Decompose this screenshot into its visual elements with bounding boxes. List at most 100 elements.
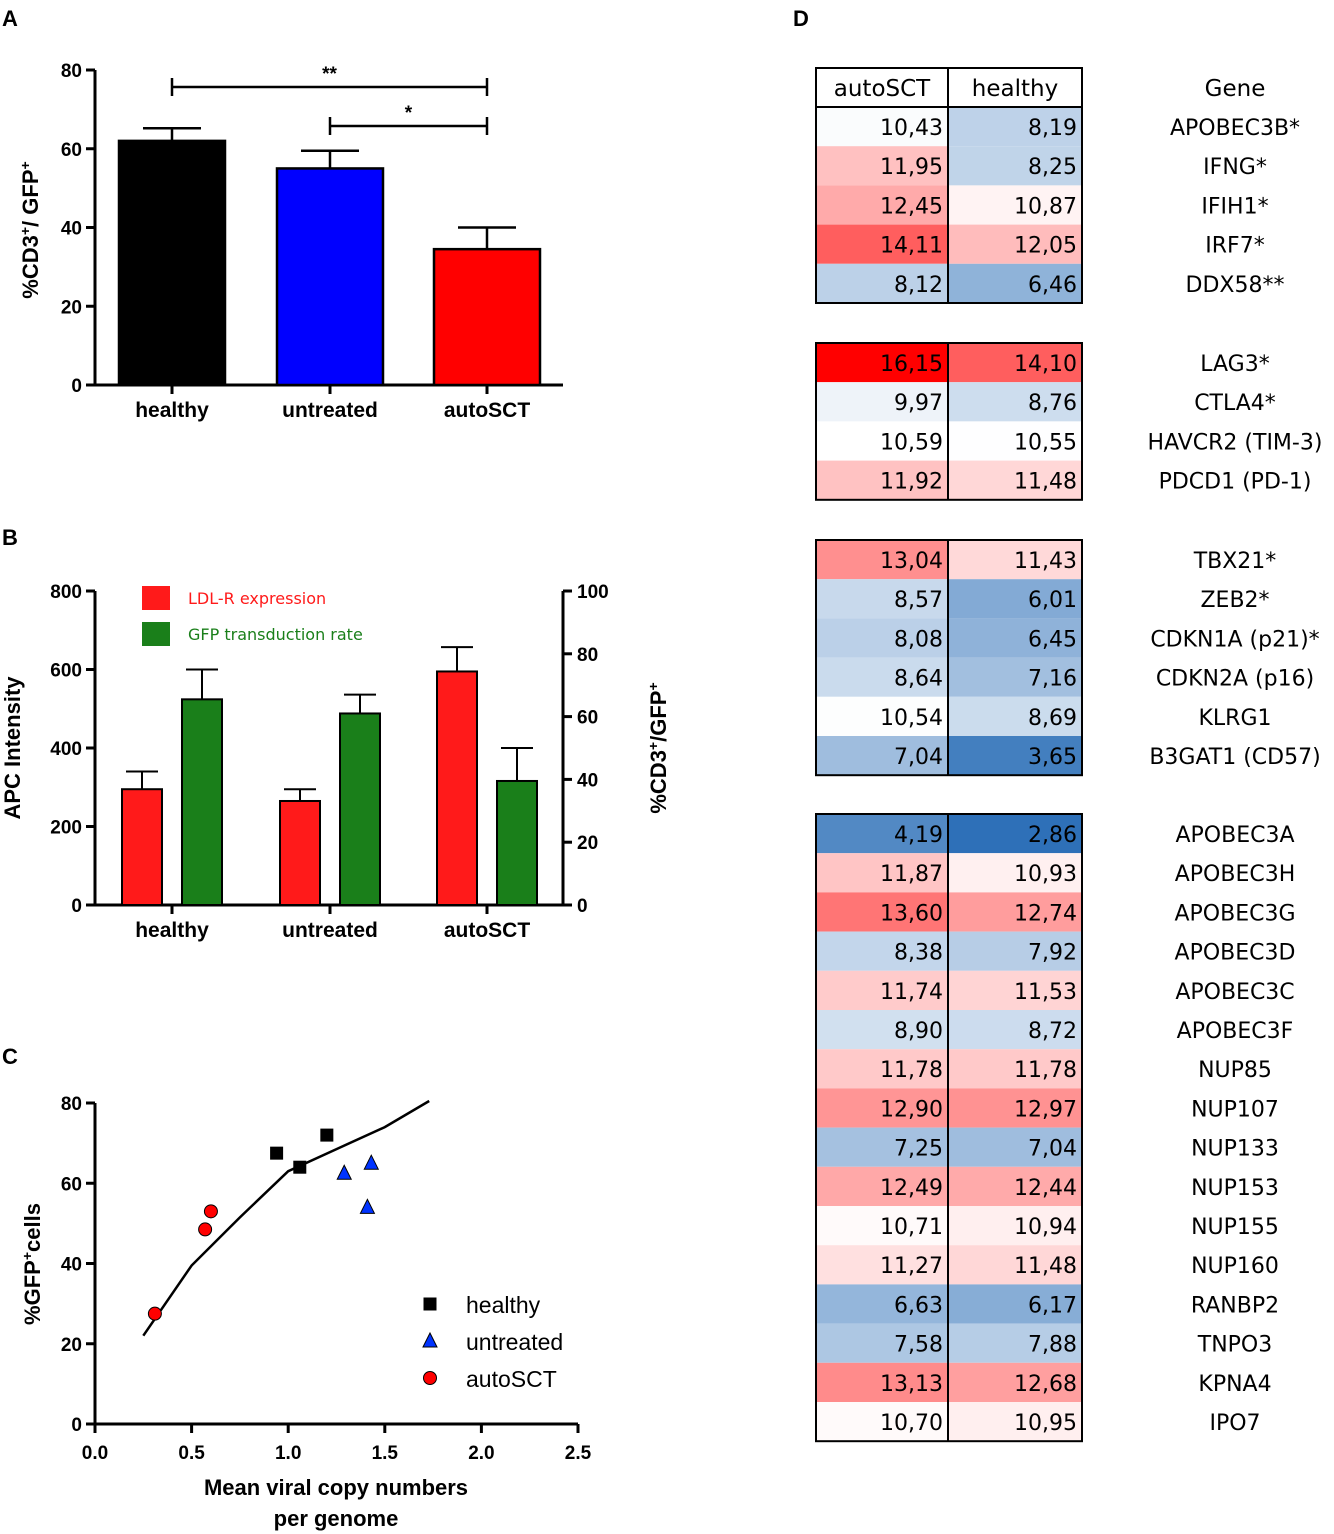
legend-marker [423,1371,437,1385]
x-tick-label: autoSCT [444,399,531,422]
heatmap-cell-value: 8,69 [1028,706,1077,731]
heatmap-cell [816,1323,948,1363]
heatmap-cell-value: 7,92 [1028,941,1077,966]
heatmap-cell-value: 10,93 [1014,862,1077,887]
heatmap-cell-value: 8,12 [894,273,943,298]
panel-label: B [2,525,18,550]
heatmap-cell-value: 10,59 [880,430,943,455]
heatmap-cell [816,185,948,225]
gene-label: NUP155 [1191,1215,1279,1240]
heatmap-cell-value: 12,44 [1014,1176,1077,1201]
gene-label: CDKN1A (p21)* [1150,627,1319,652]
heatmap-cell-value: 8,72 [1028,1019,1077,1044]
heatmap-cell-value: 10,94 [1014,1215,1077,1240]
heatmap-cell [816,421,948,461]
gene-label: KLRG1 [1198,706,1271,731]
heatmap-cell [948,657,1082,697]
gene-label: APOBEC3D [1175,941,1296,966]
gene-label: TBX21* [1193,549,1277,574]
heatmap-cell-value: 3,65 [1028,745,1077,770]
heatmap-cell-value: 11,53 [1014,980,1077,1005]
x-tick-label: untreated [282,399,378,422]
heatmap-cell-value: 8,19 [1028,116,1077,141]
y-tick-label: 0 [71,376,82,397]
heatmap-cell-value: 11,92 [880,470,943,495]
heatmap-cell-value: 8,38 [894,941,943,966]
heatmap-cell-value: 7,04 [894,745,943,770]
panel-label: D [793,6,809,31]
heatmap-cell-value: 8,57 [894,588,943,613]
y2-tick-label: 80 [577,645,598,666]
x-tick-label: 2.5 [565,1443,592,1464]
heatmap-cell-value: 8,64 [894,667,943,692]
y2-tick-label: 100 [577,582,609,603]
heatmap-cell-value: 8,08 [894,627,943,652]
heatmap-cell-value: 10,87 [1014,194,1077,219]
y-axis-label: APC Intensity [0,676,25,820]
heatmap-cell [816,1284,948,1324]
heatmap-cell [948,1284,1082,1324]
heatmap-cell-value: 12,68 [1014,1372,1077,1397]
heatmap-cell [948,1206,1082,1246]
x-tick-label: 1.0 [275,1443,301,1464]
gene-label: CTLA4* [1194,391,1276,416]
gene-label: NUP85 [1198,1058,1272,1083]
heatmap-cell-value: 11,87 [880,862,943,887]
heatmap-cell [948,343,1082,383]
heatmap-cell-value: 13,04 [880,549,943,574]
heatmap-cell-value: 12,74 [1014,901,1077,926]
heatmap-cell [948,892,1082,932]
x-axis-label: per genome [274,1506,399,1531]
heatmap-cell-value: 7,04 [1028,1137,1077,1162]
heatmap-cell-value: 8,25 [1028,155,1077,180]
heatmap-cell-value: 16,15 [880,352,943,377]
heatmap-cell-value: 12,90 [880,1097,943,1122]
heatmap-cell [948,1166,1082,1206]
point-autoSCT [147,1306,162,1321]
heatmap-cell [816,657,948,697]
heatmap-cell-value: 11,74 [880,980,943,1005]
y-tick-label: 800 [50,582,82,603]
heatmap-cell-value: 10,43 [880,116,943,141]
heatmap-cell-value: 4,19 [894,823,943,848]
heatmap-cell [816,1166,948,1206]
gene-label: APOBEC3C [1175,980,1294,1005]
heatmap-cell-value: 14,10 [1014,352,1077,377]
heatmap-cell [948,107,1082,147]
legend-swatch [142,586,170,610]
bar-gfp-transduction-rate-autoSCT [496,779,538,906]
heatmap-cell [816,1088,948,1128]
gene-label: NUP133 [1191,1137,1279,1162]
point-untreated [336,1164,353,1180]
heatmap-cell [816,1402,948,1442]
panel-c: C 0 20 40 60 80 0.0 0.5 1.0 1.5 2.0 2.5 healthy untre… [2,1044,592,1531]
heatmap-cell [816,814,948,854]
bar-gfp-transduction-rate-healthy [181,698,223,907]
legend-swatch [142,622,170,646]
point-autoSCT [203,1204,218,1219]
heatmap-cell-value: 7,16 [1028,667,1077,692]
heatmap-cell [948,540,1082,580]
gene-label: IPO7 [1209,1411,1260,1436]
heatmap-cell-value: 6,17 [1028,1293,1077,1318]
heatmap-cell-value: 13,60 [880,901,943,926]
heatmap-cell [816,931,948,971]
heatmap-cell-value: 12,05 [1014,234,1077,259]
gene-label: APOBEC3A [1175,823,1294,848]
heatmap-cell [948,579,1082,619]
heatmap-cell [948,1088,1082,1128]
heatmap-cell-value: 11,78 [880,1058,943,1083]
panel-label: C [2,1044,18,1069]
point-untreated [363,1154,380,1170]
legend-marker [423,1297,437,1311]
y-tick-label: 20 [61,1335,82,1356]
x-tick-label: 1.5 [372,1443,399,1464]
column-header: healthy [972,76,1058,102]
x-tick-label: 0.5 [178,1443,205,1464]
bar-ldl-r-expression-untreated [279,799,321,906]
heatmap-cell [816,853,948,893]
heatmap-cell-value: 6,63 [894,1293,943,1318]
heatmap-cell [948,185,1082,225]
